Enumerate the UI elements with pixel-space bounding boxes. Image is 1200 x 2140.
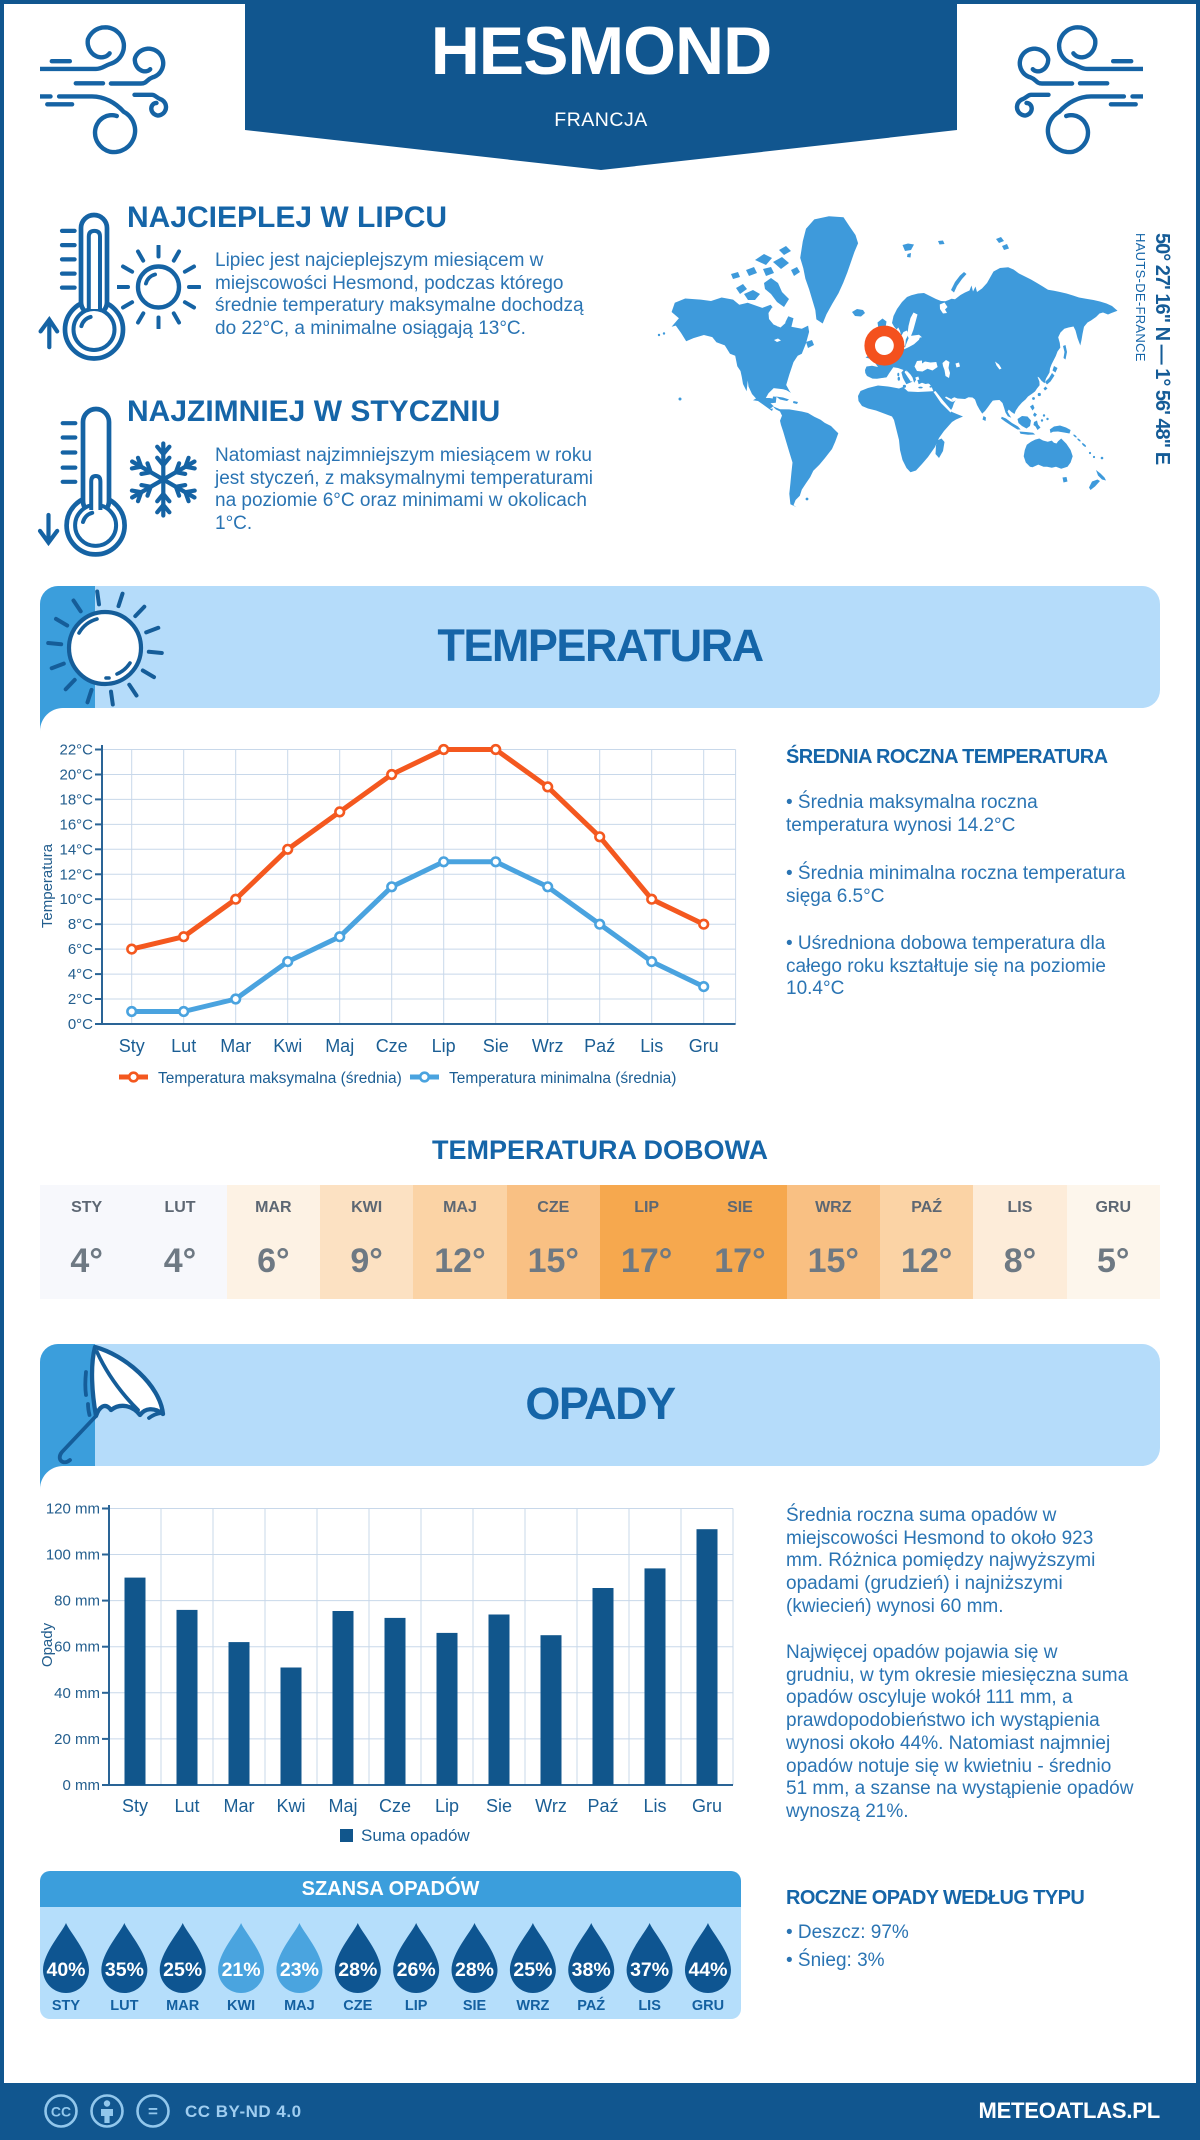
- svg-text:37%: 37%: [630, 1959, 669, 1981]
- svg-text:10°C: 10°C: [59, 891, 93, 908]
- svg-text:35%: 35%: [105, 1959, 144, 1981]
- svg-text:18°C: 18°C: [59, 791, 93, 808]
- svg-text:Lut: Lut: [174, 1796, 199, 1816]
- svg-text:=: =: [148, 2102, 158, 2121]
- svg-text:Sie: Sie: [486, 1796, 512, 1816]
- svg-text:28%: 28%: [338, 1959, 377, 1981]
- svg-text:PAŹ: PAŹ: [577, 1997, 605, 2014]
- svg-text:25%: 25%: [163, 1959, 202, 1981]
- svg-text:Kwi: Kwi: [276, 1796, 305, 1816]
- svg-text:8°C: 8°C: [68, 916, 93, 933]
- svg-text:Gru: Gru: [689, 1036, 719, 1056]
- svg-text:SIE: SIE: [463, 1998, 487, 2014]
- svg-text:28%: 28%: [455, 1959, 494, 1981]
- svg-text:Gru: Gru: [692, 1796, 722, 1816]
- svg-text:GRU: GRU: [692, 1998, 724, 2014]
- svg-text:21%: 21%: [222, 1959, 261, 1981]
- svg-text:MAJ: MAJ: [284, 1998, 315, 2014]
- svg-text:Maj: Maj: [325, 1036, 354, 1056]
- svg-text:40 mm: 40 mm: [54, 1685, 100, 1702]
- svg-text:12°C: 12°C: [59, 866, 93, 883]
- svg-text:Paź: Paź: [584, 1036, 615, 1056]
- svg-text:120 mm: 120 mm: [46, 1501, 100, 1518]
- svg-text:STY: STY: [52, 1998, 81, 2014]
- svg-text:Temperatura minimalna (średnia: Temperatura minimalna (średnia): [449, 1070, 676, 1087]
- svg-text:Paź: Paź: [587, 1796, 618, 1816]
- svg-text:100 mm: 100 mm: [46, 1547, 100, 1564]
- svg-text:80 mm: 80 mm: [54, 1593, 100, 1610]
- svg-text:LIS: LIS: [638, 1998, 661, 2014]
- svg-text:Sty: Sty: [119, 1036, 145, 1056]
- svg-text:CZE: CZE: [343, 1998, 372, 2014]
- svg-text:4°C: 4°C: [68, 966, 93, 983]
- svg-text:CC BY-ND 4.0: CC BY-ND 4.0: [185, 2102, 302, 2121]
- svg-text:26%: 26%: [397, 1959, 436, 1981]
- svg-text:40%: 40%: [46, 1959, 85, 1981]
- svg-text:Temperatura maksymalna (średni: Temperatura maksymalna (średnia): [158, 1070, 402, 1087]
- svg-text:20 mm: 20 mm: [54, 1731, 100, 1748]
- svg-text:25%: 25%: [513, 1959, 552, 1981]
- svg-text:Lip: Lip: [432, 1036, 456, 1056]
- svg-text:Mar: Mar: [224, 1796, 255, 1816]
- svg-text:Suma opadów: Suma opadów: [361, 1826, 470, 1845]
- svg-text:0 mm: 0 mm: [63, 1777, 101, 1794]
- svg-text:Lis: Lis: [643, 1796, 666, 1816]
- svg-text:Lip: Lip: [435, 1796, 459, 1816]
- svg-text:2°C: 2°C: [68, 991, 93, 1008]
- svg-text:WRZ: WRZ: [516, 1998, 549, 2014]
- svg-text:14°C: 14°C: [59, 841, 93, 858]
- svg-text:Opady: Opady: [40, 1622, 56, 1667]
- svg-text:6°C: 6°C: [68, 941, 93, 958]
- svg-text:44%: 44%: [688, 1959, 727, 1981]
- svg-text:38%: 38%: [572, 1959, 611, 1981]
- svg-text:CC: CC: [51, 2104, 71, 2120]
- svg-text:Mar: Mar: [220, 1036, 251, 1056]
- svg-text:Cze: Cze: [379, 1796, 411, 1816]
- svg-text:Kwi: Kwi: [273, 1036, 302, 1056]
- svg-text:Wrz: Wrz: [535, 1796, 567, 1816]
- svg-text:Maj: Maj: [328, 1796, 357, 1816]
- svg-text:22°C: 22°C: [59, 742, 93, 759]
- svg-text:Wrz: Wrz: [532, 1036, 564, 1056]
- svg-text:60 mm: 60 mm: [54, 1639, 100, 1656]
- svg-text:LIP: LIP: [405, 1998, 428, 2014]
- svg-text:16°C: 16°C: [59, 816, 93, 833]
- svg-text:Sty: Sty: [122, 1796, 148, 1816]
- svg-text:Lis: Lis: [640, 1036, 663, 1056]
- svg-text:LUT: LUT: [110, 1998, 138, 2014]
- svg-text:20°C: 20°C: [59, 767, 93, 784]
- svg-text:Lut: Lut: [171, 1036, 196, 1056]
- svg-text:23%: 23%: [280, 1959, 319, 1981]
- svg-text:Cze: Cze: [376, 1036, 408, 1056]
- svg-text:KWI: KWI: [227, 1998, 255, 2014]
- svg-text:Sie: Sie: [483, 1036, 509, 1056]
- svg-text:0°C: 0°C: [68, 1016, 93, 1033]
- svg-text:Temperatura: Temperatura: [40, 843, 56, 928]
- svg-text:MAR: MAR: [166, 1998, 200, 2014]
